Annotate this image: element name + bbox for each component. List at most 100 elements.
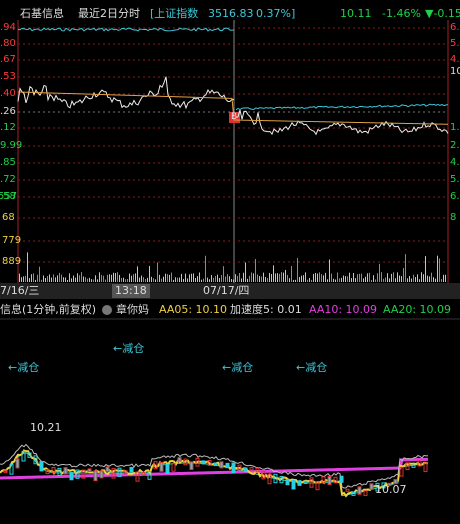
volume-bar [315,272,316,282]
volume-bar [365,276,366,282]
volume-bar [401,276,402,282]
volume-bar [257,274,258,282]
volume-bar [353,272,354,282]
candle [285,479,290,486]
candle [9,464,14,475]
volume-bar [23,276,24,282]
volume-bar [79,275,80,282]
candle [231,462,236,474]
candle [171,463,176,472]
volume-bar [295,279,296,282]
left-axis-label: .58 [0,191,16,202]
volume-bar [317,273,318,282]
candle [75,469,80,479]
candle [3,469,8,473]
volume-bar [51,277,52,282]
volume-bar [377,273,378,282]
volume-bar [119,274,120,282]
volume-bar [253,273,254,282]
candle [93,470,98,482]
cursor-time: 13:18 [112,284,150,298]
candle [39,460,44,472]
volume-bar [357,274,358,282]
price-line [17,76,235,110]
volume-bar [403,268,404,282]
volume-bar [265,276,266,282]
volume-bar [183,278,184,282]
volume-bar [209,279,210,282]
volume-bar [155,279,156,282]
volume-bar [173,279,174,282]
index-change: 0.37%] [256,7,296,20]
candle [219,461,224,469]
candle [189,461,194,471]
volume-bar [297,257,298,282]
volume-bar [273,265,274,282]
right-axis-label: 8 [450,212,457,223]
candle [321,476,326,484]
volume-bar [97,279,98,282]
volume-bar [113,272,114,282]
volume-bar [397,272,398,282]
volume-bar [19,273,20,282]
volume-bar [159,274,160,282]
index-name: [上证指数 [150,7,199,20]
candle [411,464,416,468]
volume-bar [309,278,310,282]
candle [147,471,152,480]
candle [261,470,266,480]
volume-bar [149,265,150,282]
candle [399,466,404,477]
volume-bar [437,255,438,282]
volume-bar [325,272,326,282]
dropdown-icon[interactable] [102,305,112,315]
left-axis-label: 9.99 [0,140,23,151]
volume-bar [61,274,62,282]
volume-bar [301,275,302,282]
candle [21,450,26,462]
candle [345,488,350,492]
volume-bar [133,274,134,282]
volume-bar [39,266,40,282]
volume-bar [331,273,332,282]
volume-bar [275,273,276,282]
volume-bar [165,273,166,282]
volume-bar [327,279,328,282]
volume-bar [69,273,70,282]
candle [381,482,386,489]
volume-bar [123,277,124,282]
volume-bar [177,277,178,282]
left-axis-label: .53 [0,71,16,82]
volume-bar [283,272,284,282]
volume-bar [343,275,344,282]
volume-bar [441,279,442,282]
volume-axis-label: 889 [2,256,22,267]
volume-bar [189,274,190,282]
volume-bar [197,276,198,282]
volume-bar [63,277,64,282]
volume-bar [43,275,44,282]
indicator-name[interactable]: 信息(1分钟,前复权) [0,303,97,316]
volume-bar [311,279,312,282]
volume-bar [211,275,212,282]
candle [63,467,68,475]
buy-marker: B [231,112,238,122]
volume-bar [107,274,108,282]
volume-bar [303,275,304,282]
candle [105,466,110,473]
candle [51,466,56,474]
volume-bar [217,274,218,282]
candle [375,482,380,492]
volume-bar [195,277,196,282]
volume-bar [59,272,60,282]
index-line [17,27,235,32]
right-axis-label: 5. [450,174,460,185]
candle [165,463,170,474]
candle [45,468,50,475]
volume-bar [373,275,374,282]
candle [159,461,164,472]
volume-bar [35,279,36,282]
volume-bar [389,278,390,282]
volume-bar [289,278,290,282]
